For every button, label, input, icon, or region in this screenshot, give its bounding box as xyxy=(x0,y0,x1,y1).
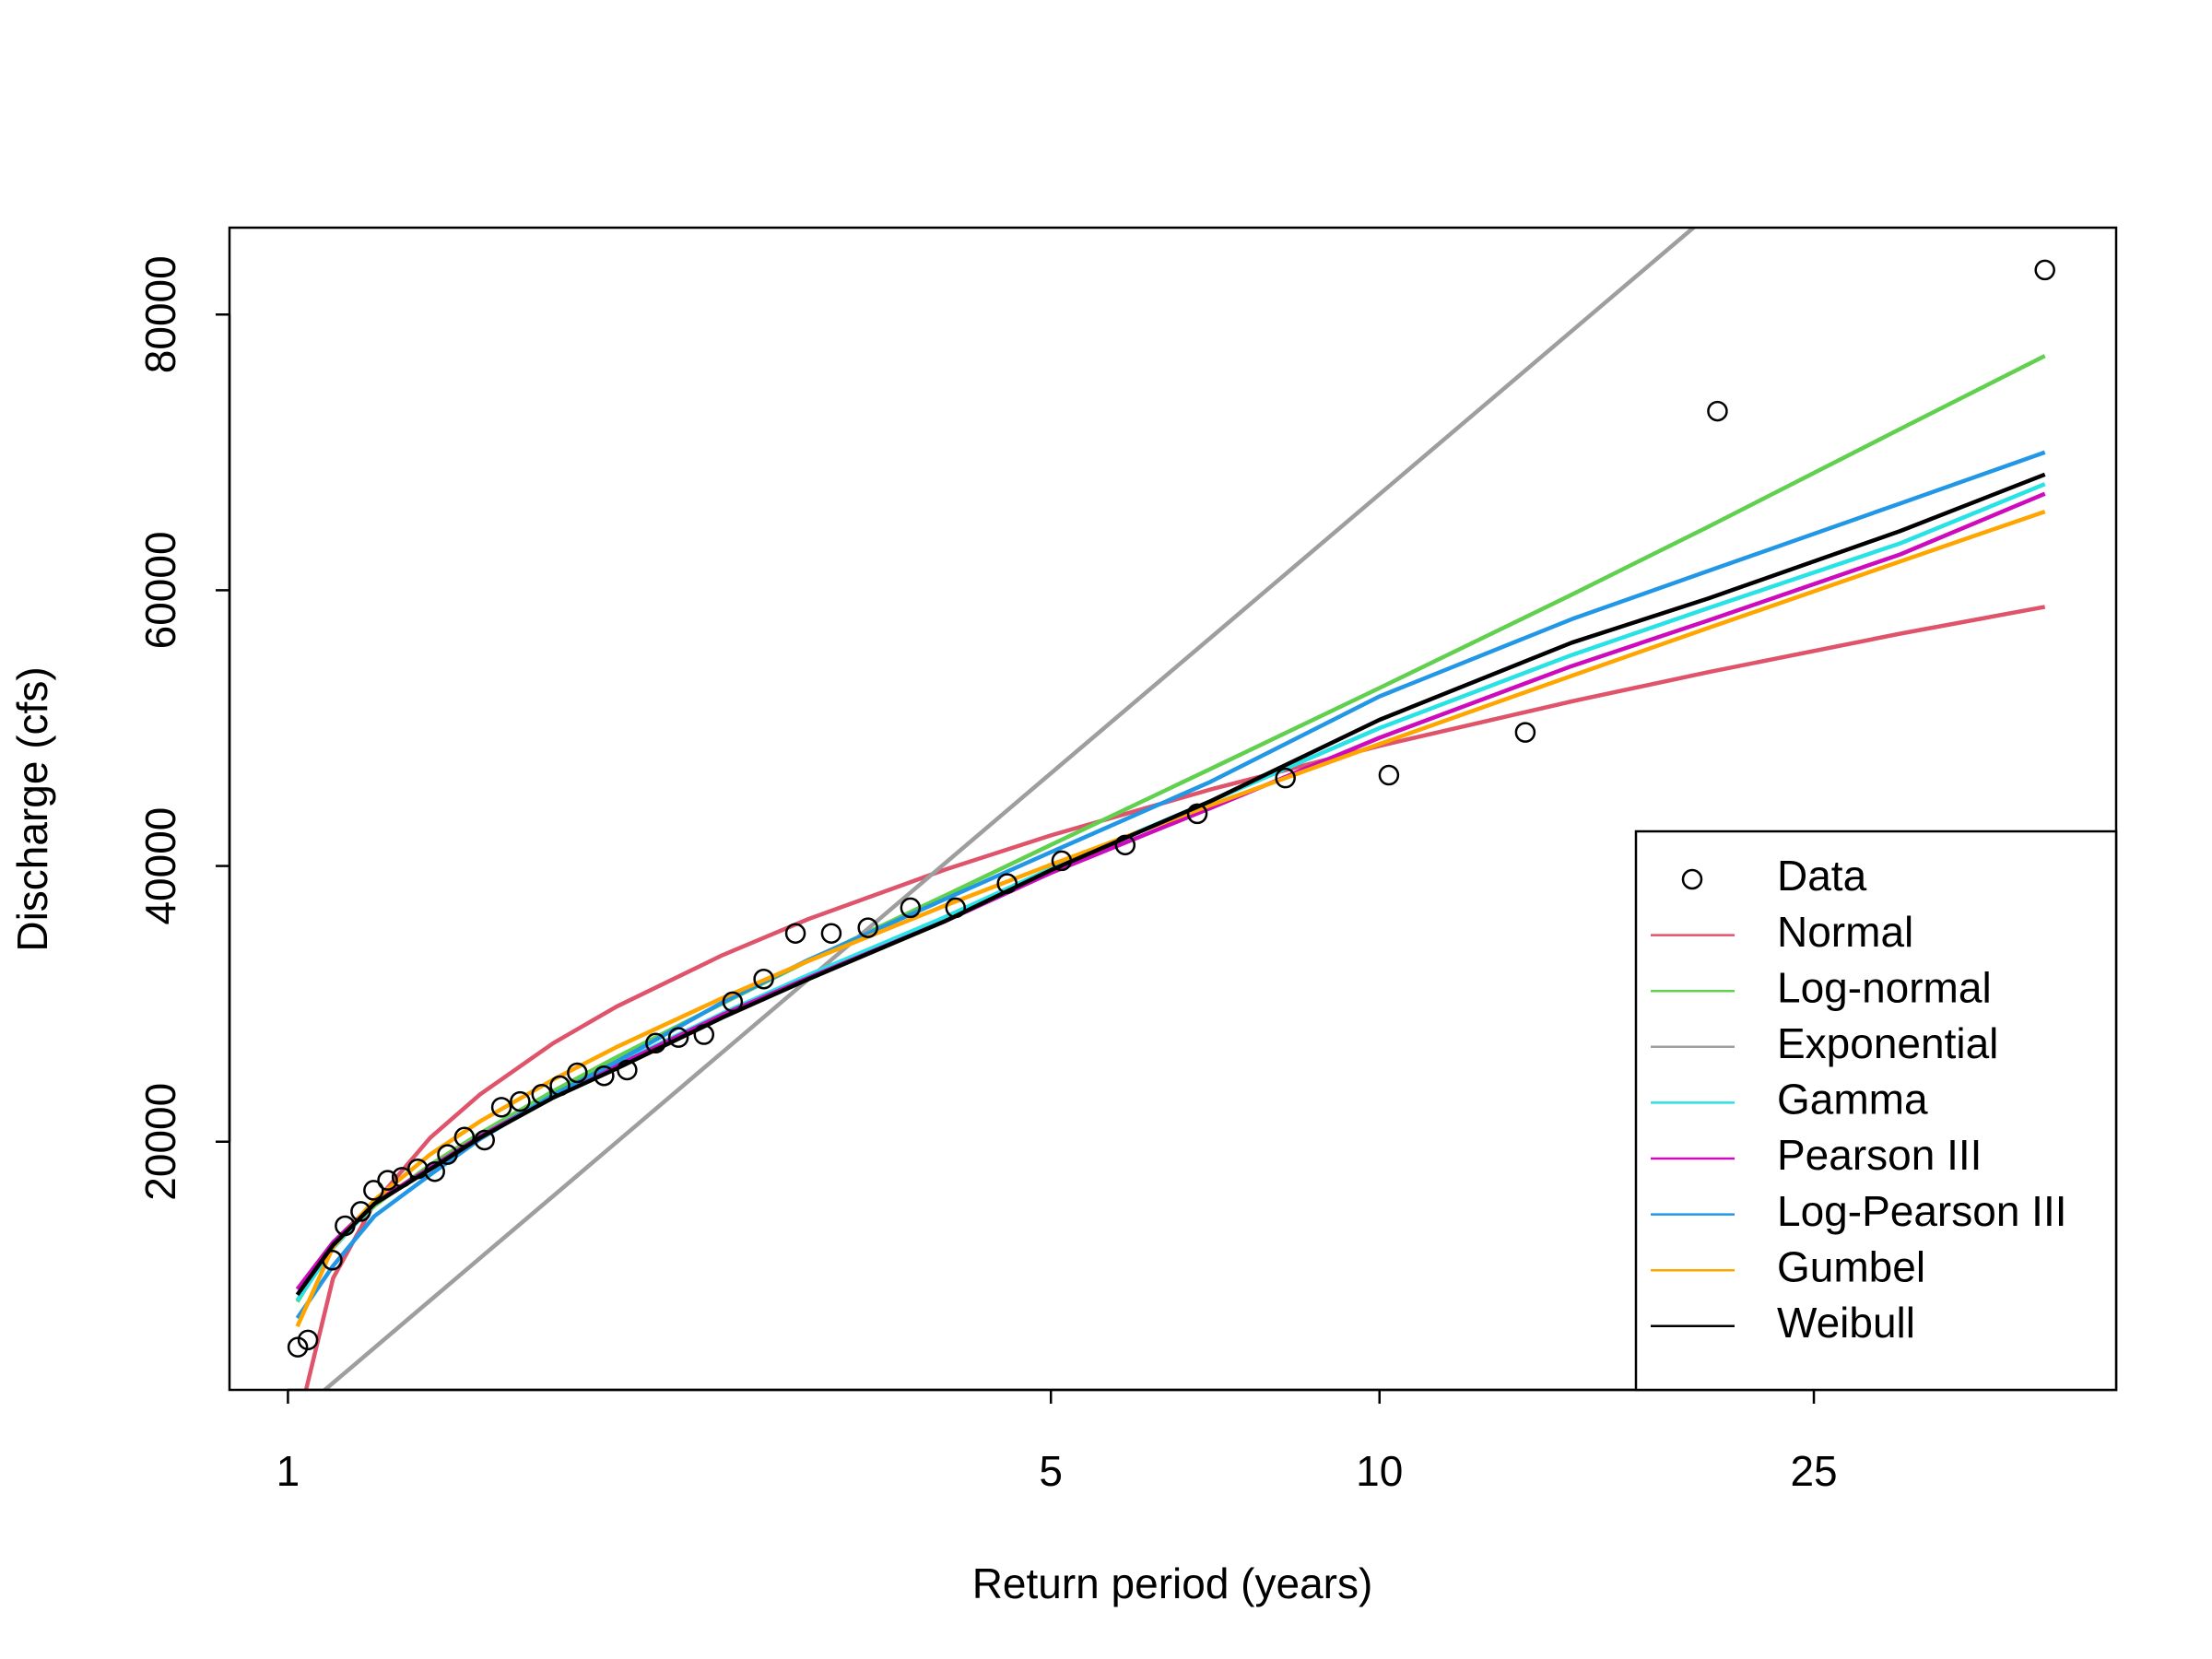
legend-label: Normal xyxy=(1777,908,1913,956)
data-point xyxy=(2034,259,2055,281)
data-point xyxy=(424,1160,445,1182)
data-point xyxy=(549,1075,571,1097)
data-point xyxy=(996,873,1018,894)
legend-label: Gumbel xyxy=(1777,1242,1925,1290)
series-line xyxy=(303,605,2046,1390)
legend-symbol xyxy=(1681,868,1703,890)
data-point xyxy=(784,923,806,944)
data-point xyxy=(531,1084,553,1105)
legend-box xyxy=(1634,830,2118,1392)
data-point xyxy=(820,923,842,944)
data-point xyxy=(510,1090,531,1112)
series-line xyxy=(295,509,2046,1328)
y-tick-label: 80000 xyxy=(136,255,184,373)
data-point xyxy=(900,897,922,919)
data-point xyxy=(1378,764,1400,786)
data-point xyxy=(377,1170,398,1191)
legend-label: Exponential xyxy=(1777,1019,1998,1067)
data-point xyxy=(335,1215,356,1237)
y-tick-label: 40000 xyxy=(136,807,184,925)
x-tick-label: 5 xyxy=(1039,1447,1063,1495)
y-axis-label: Discharge (cfs) xyxy=(8,666,56,951)
legend-label: Log-normal xyxy=(1777,963,1992,1011)
x-tick-label: 10 xyxy=(1356,1447,1403,1495)
data-point xyxy=(437,1144,458,1165)
legend-label: Weibull xyxy=(1777,1299,1915,1347)
data-point xyxy=(1186,803,1208,825)
data-point xyxy=(693,1024,715,1045)
data-point xyxy=(297,1329,319,1351)
data-point xyxy=(645,1032,666,1054)
data-point xyxy=(1275,767,1296,789)
y-tick-label: 20000 xyxy=(136,1083,184,1201)
x-tick-label: 1 xyxy=(276,1447,300,1495)
legend-label: Pearson III xyxy=(1777,1131,1982,1179)
data-point xyxy=(322,1249,343,1271)
x-tick-label: 25 xyxy=(1790,1447,1837,1495)
data-point xyxy=(350,1201,371,1222)
data-point xyxy=(667,1027,689,1048)
legend-label: Log-Pearson III xyxy=(1777,1187,2067,1235)
data-point xyxy=(490,1097,512,1118)
data-point xyxy=(474,1129,495,1151)
y-tick-label: 60000 xyxy=(136,531,184,649)
data-point xyxy=(391,1167,413,1188)
data-point xyxy=(453,1126,476,1148)
legend-label: Data xyxy=(1777,852,1867,900)
plot-area xyxy=(287,228,2055,1390)
data-point xyxy=(363,1180,384,1201)
data-point xyxy=(1114,834,1136,856)
x-axis-label: Return period (years) xyxy=(972,1559,1373,1607)
data-point xyxy=(945,897,967,919)
data-point xyxy=(1051,850,1073,872)
data-point xyxy=(594,1065,615,1087)
data-point xyxy=(617,1059,638,1081)
data-point xyxy=(1707,400,1728,422)
data-point xyxy=(567,1062,588,1084)
legend-label: Gamma xyxy=(1777,1076,1928,1124)
data-point xyxy=(753,968,774,990)
data-point xyxy=(1514,722,1536,743)
data-point xyxy=(722,991,744,1013)
data-point xyxy=(857,917,878,938)
